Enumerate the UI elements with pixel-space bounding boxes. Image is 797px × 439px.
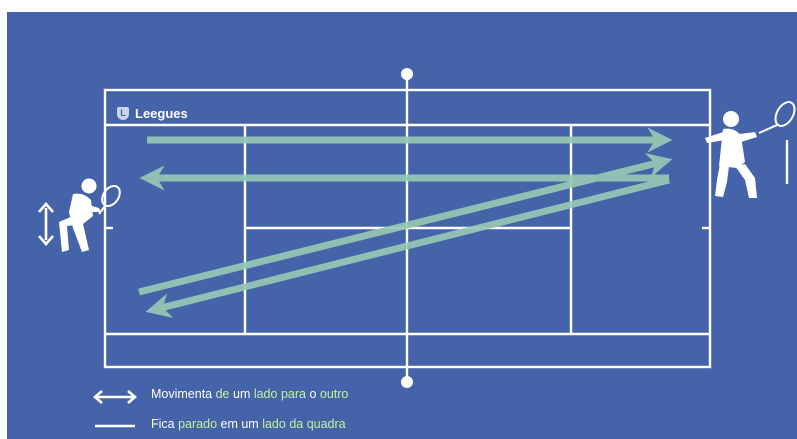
- legend-item-moves: Movimenta de um lado para o outro: [151, 387, 348, 401]
- shot-arrows: [138, 127, 673, 318]
- tennis-racket-icon: [758, 101, 796, 134]
- legend-label-stays: Fica parado em um lado da quadra: [151, 417, 346, 431]
- double-arrow-vertical-icon: [38, 202, 54, 246]
- tennis-racket-icon: [98, 185, 121, 215]
- shot-arrow-3: [138, 153, 673, 296]
- diagram-panel: L Leegues Movimenta de um lado para o ou…: [7, 12, 797, 439]
- tennis-player-swinging-icon: [705, 111, 757, 198]
- court: [103, 74, 712, 382]
- brand-logo: L Leegues: [117, 106, 188, 121]
- brand-name: Leegues: [135, 106, 188, 121]
- tennis-court-diagram: [38, 68, 796, 428]
- legend-label-moves: Movimenta de um lado para o outro: [151, 387, 349, 401]
- net-post-bottom: [401, 376, 413, 388]
- double-arrow-icon: [93, 390, 137, 404]
- shield-logo-icon: L: [117, 107, 129, 120]
- legend-item-stays: Fica parado em um lado da quadra: [151, 417, 346, 431]
- net-post-top: [401, 68, 413, 80]
- tennis-player-crouching-icon: [59, 178, 101, 252]
- shot-arrow-4: [145, 176, 670, 318]
